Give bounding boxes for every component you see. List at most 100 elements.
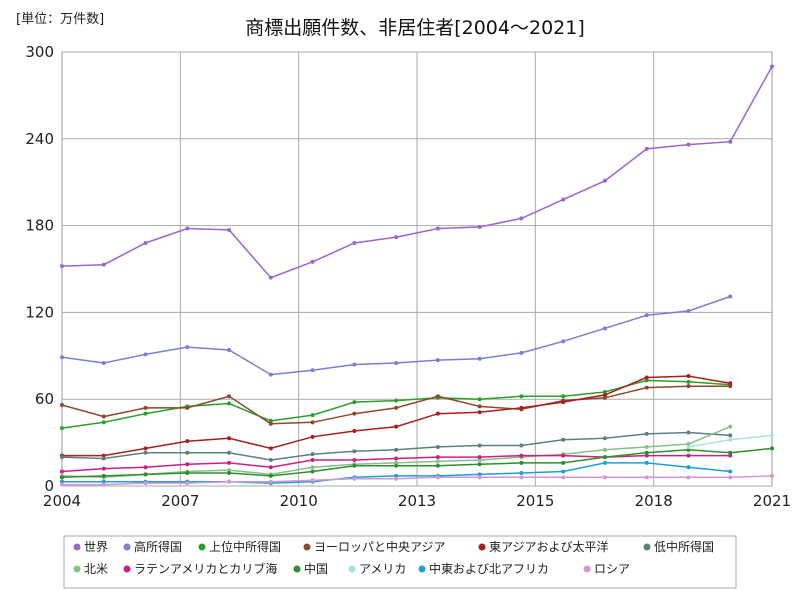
data-point	[644, 378, 649, 383]
data-point	[185, 405, 190, 410]
legend-label: ラテンアメリカとカリブ海	[134, 561, 277, 576]
data-point	[477, 356, 482, 361]
data-point	[686, 308, 691, 313]
data-point	[435, 444, 440, 449]
data-point	[561, 437, 566, 442]
legend-label: 東アジアおよび太平洋	[489, 539, 609, 554]
legend-marker	[478, 543, 486, 551]
legend-item: 低中所得国	[643, 539, 714, 554]
data-point	[602, 460, 607, 465]
chart-title: 商標出願件数、非居住者[2004～2021]	[245, 17, 585, 39]
data-point	[394, 456, 399, 461]
data-point	[728, 424, 733, 429]
series-9	[686, 433, 774, 449]
data-point	[101, 466, 106, 471]
data-point	[143, 481, 148, 486]
data-point	[728, 384, 733, 389]
data-point	[60, 479, 64, 484]
data-point	[143, 240, 148, 245]
data-point	[394, 361, 399, 366]
data-point	[227, 401, 232, 406]
x-axis-ticks: 2004 2007 2010 2013 2015 2018 2021	[43, 492, 791, 510]
y-tick-label: 300	[25, 43, 54, 61]
data-point	[143, 352, 148, 357]
data-point	[644, 431, 649, 436]
data-point	[602, 392, 607, 397]
data-point	[435, 455, 440, 460]
data-point	[602, 455, 607, 460]
series-8	[60, 446, 774, 480]
data-point	[561, 475, 566, 480]
legend-label: 上位中所得国	[209, 539, 281, 554]
data-point	[477, 475, 482, 480]
data-point	[728, 139, 733, 144]
legend-item: 中東および北アフリカ	[418, 561, 549, 576]
data-point	[60, 482, 64, 487]
data-point	[310, 368, 315, 373]
legend-item: 中国	[293, 561, 328, 576]
data-point	[227, 479, 232, 484]
data-point	[310, 413, 315, 418]
data-point	[519, 443, 524, 448]
data-point	[770, 473, 774, 478]
data-point	[728, 475, 733, 480]
data-point	[268, 421, 273, 426]
data-point	[60, 469, 64, 474]
data-point	[477, 404, 482, 409]
data-point	[143, 450, 148, 455]
data-point	[352, 449, 357, 454]
data-point	[686, 447, 691, 452]
legend-item: アメリカ	[348, 562, 406, 576]
data-point	[435, 394, 440, 399]
data-point	[352, 457, 357, 462]
data-point	[227, 394, 232, 399]
data-point	[310, 259, 315, 264]
legend-marker	[418, 565, 426, 573]
data-point	[602, 326, 607, 331]
legend-marker	[198, 543, 206, 551]
legend-marker	[303, 543, 311, 551]
data-point	[602, 475, 607, 480]
data-point	[477, 443, 482, 448]
series-line	[62, 475, 773, 486]
data-point	[101, 473, 106, 478]
data-point	[310, 434, 315, 439]
data-point	[352, 411, 357, 416]
x-tick-label: 2013	[398, 492, 436, 510]
data-point	[185, 462, 190, 467]
legend-item: ヨーロッパと中央アジア	[303, 539, 446, 554]
data-point	[268, 418, 273, 423]
legend-label: 世界	[84, 540, 108, 554]
data-point	[227, 436, 232, 441]
legend-item: 高所得国	[123, 539, 182, 554]
data-point	[227, 468, 232, 473]
legend-label: アメリカ	[359, 562, 406, 576]
data-point	[435, 459, 440, 464]
data-point	[394, 398, 399, 403]
data-point	[394, 424, 399, 429]
data-point	[477, 410, 482, 415]
data-point	[644, 385, 649, 390]
data-point	[352, 362, 357, 367]
legend-marker	[73, 543, 81, 551]
data-point	[602, 436, 607, 441]
legend-label: ヨーロッパと中央アジア	[314, 539, 446, 554]
data-point	[310, 465, 315, 470]
legend-box	[63, 535, 737, 589]
data-point	[143, 465, 148, 470]
data-point	[60, 402, 64, 407]
data-point	[268, 465, 273, 470]
data-point	[477, 457, 482, 462]
data-point	[519, 470, 524, 475]
data-point	[644, 375, 649, 380]
y-tick-label: 180	[25, 217, 54, 235]
data-point	[435, 358, 440, 363]
data-point	[185, 450, 190, 455]
legend: 世界 高所得国 上位中所得国 ヨーロッパと中央アジア 東アジアおよび太平洋 低中所得国北米…	[63, 535, 737, 589]
legend-marker	[643, 543, 651, 551]
data-point	[644, 460, 649, 465]
data-point	[268, 275, 273, 280]
data-point	[770, 446, 774, 451]
data-point	[60, 355, 64, 360]
data-point	[101, 262, 106, 267]
